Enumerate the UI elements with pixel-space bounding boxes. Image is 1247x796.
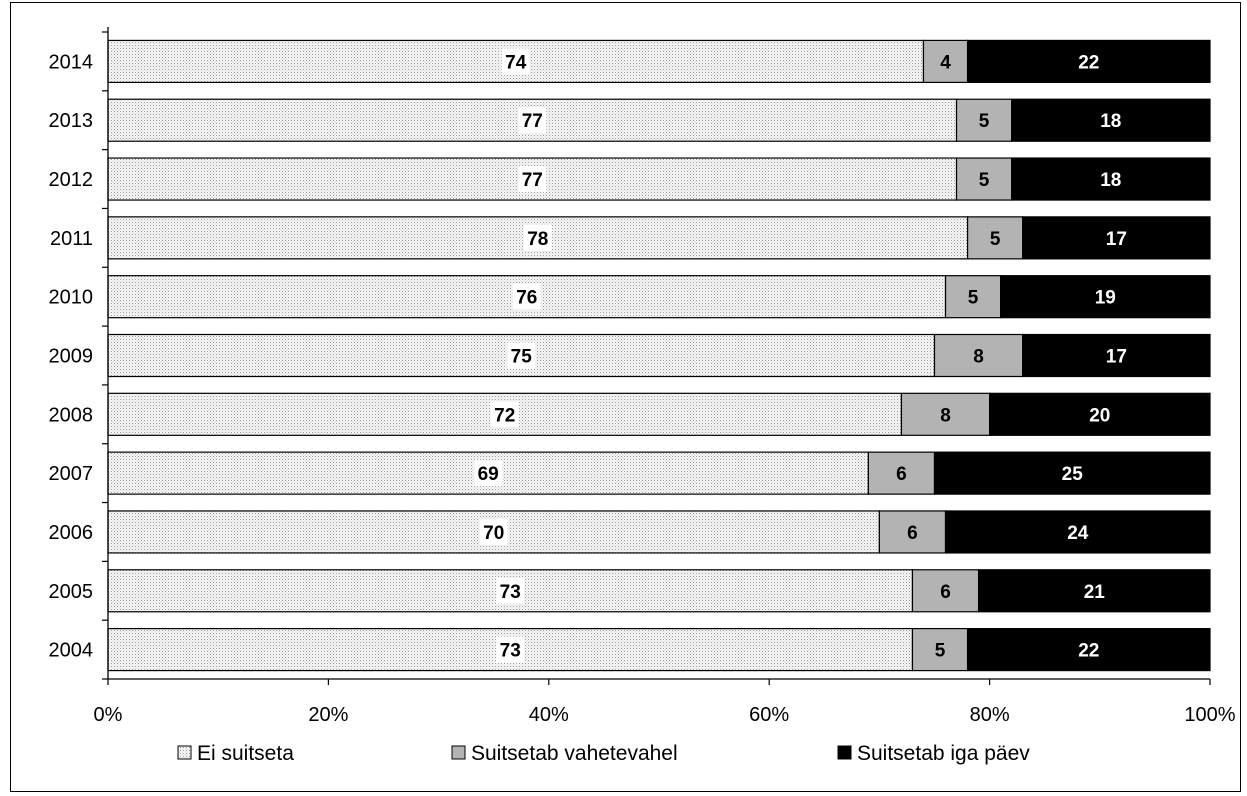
bar-segment-2006-s1 [878, 510, 947, 554]
data-label-bg-2013 [518, 107, 547, 134]
bar-segment-2007-s2 [933, 451, 1211, 495]
data-label-2013-s1: 5 [979, 111, 990, 132]
y-tick-label-2009: 2009 [49, 346, 94, 368]
data-label-bg-2012 [518, 166, 547, 193]
data-label-2011-s2: 17 [1106, 229, 1127, 250]
y-tick-label-2012: 2012 [49, 169, 94, 191]
bar-segment-2010-s0 [107, 275, 947, 319]
data-label-2009-s2: 17 [1106, 347, 1127, 368]
data-label-bg-2006 [479, 518, 508, 545]
y-tick-label-2013: 2013 [49, 110, 94, 132]
data-label-2010-s2: 19 [1095, 288, 1116, 309]
data-label-bg-2007 [474, 460, 503, 487]
data-label-bg-2009 [507, 342, 536, 369]
data-label-bg-2010 [512, 283, 541, 310]
data-label-2011-s0: 78 [527, 229, 548, 250]
x-tick-label-0: 0% [94, 704, 123, 726]
data-label-2009-s1: 8 [973, 347, 984, 368]
bar-segment-2012-s2 [1011, 157, 1211, 201]
data-label-2009-s0: 75 [511, 347, 533, 368]
x-tick-label-1: 20% [308, 704, 348, 726]
y-tick-label-2010: 2010 [49, 287, 94, 309]
data-label-2004-s2: 22 [1078, 641, 1099, 662]
bar-segment-2009-s2 [1022, 333, 1211, 378]
y-tick-label-2011: 2011 [50, 228, 93, 250]
x-tick-label-2: 40% [529, 704, 569, 726]
data-label-2005-s0: 73 [500, 582, 521, 603]
data-label-bg-2011 [523, 224, 552, 251]
data-label-2006-s2: 24 [1067, 523, 1089, 544]
data-label-2004-s0: 73 [500, 641, 521, 662]
bar-segment-2004-s2 [966, 627, 1211, 672]
data-label-2008-s0: 72 [494, 405, 515, 426]
legend-label-0: Ei suitseta [197, 742, 294, 765]
x-tick-label-5: 100% [1184, 704, 1235, 726]
y-tick-label-2008: 2008 [49, 404, 94, 426]
y-tick-label-2005: 2005 [49, 581, 94, 603]
data-label-2008-s1: 8 [940, 405, 951, 426]
bar-segment-2011-s2 [1022, 216, 1211, 260]
data-label-2008-s2: 20 [1089, 405, 1110, 426]
data-label-2010-s0: 76 [516, 288, 537, 309]
data-label-2011-s1: 5 [990, 229, 1001, 250]
data-label-bg-2008 [490, 401, 519, 428]
data-label-2014-s1: 4 [940, 52, 951, 73]
y-tick-label-2007: 2007 [49, 463, 94, 485]
data-label-2012-s1: 5 [979, 170, 990, 191]
data-label-2005-s1: 6 [940, 582, 951, 603]
x-tick-label-3: 60% [749, 704, 789, 726]
data-label-2010-s1: 5 [968, 288, 979, 309]
data-label-2012-s2: 18 [1100, 170, 1121, 191]
data-label-2013-s2: 18 [1100, 111, 1121, 132]
bar-segment-2013-s2 [1011, 98, 1211, 142]
data-label-2006-s0: 70 [483, 523, 504, 544]
bar-segment-2008-s1 [900, 392, 991, 436]
bar-segment-2010-s2 [1000, 275, 1211, 319]
bar-segment-2005-s2 [977, 569, 1211, 613]
x-tick-label-4: 80% [970, 704, 1010, 726]
data-label-bg-2014 [501, 48, 530, 75]
data-label-2004-s1: 5 [935, 641, 946, 662]
bar-segment-2009-s1 [933, 333, 1024, 378]
y-tick-label-2004: 2004 [49, 640, 94, 662]
data-label-2013-s0: 77 [522, 111, 543, 132]
data-label-2005-s2: 21 [1084, 582, 1106, 603]
legend-label-2: Suitsetab iga päev [857, 742, 1030, 765]
data-label-2014-s0: 74 [505, 52, 527, 73]
legend-swatch-1 [451, 745, 466, 760]
bar-segment-2013-s1 [955, 98, 1013, 142]
bar-segment-2014-s1 [922, 39, 969, 84]
y-tick-label-2006: 2006 [49, 522, 94, 544]
legend-label-1: Suitsetab vahetevahel [471, 742, 678, 765]
bar-segment-2012-s1 [955, 157, 1013, 201]
data-label-bg-2004 [496, 636, 525, 663]
data-label-2014-s2: 22 [1078, 52, 1099, 73]
data-label-bg-2005 [496, 577, 525, 604]
data-label-2007-s0: 69 [478, 464, 499, 485]
y-tick-label-2014: 2014 [49, 51, 94, 73]
legend-swatch-0 [177, 745, 192, 760]
data-label-2006-s1: 6 [907, 523, 918, 544]
data-label-2012-s0: 77 [522, 170, 543, 191]
bar-segment-2008-s2 [988, 392, 1211, 436]
bar-segment-2006-s2 [944, 510, 1211, 554]
data-label-2007-s2: 25 [1062, 464, 1084, 485]
bar-segment-2014-s2 [966, 39, 1211, 84]
bar-segment-2011-s1 [966, 216, 1024, 260]
legend-swatch-2 [837, 745, 852, 760]
data-label-2007-s1: 6 [896, 464, 907, 485]
